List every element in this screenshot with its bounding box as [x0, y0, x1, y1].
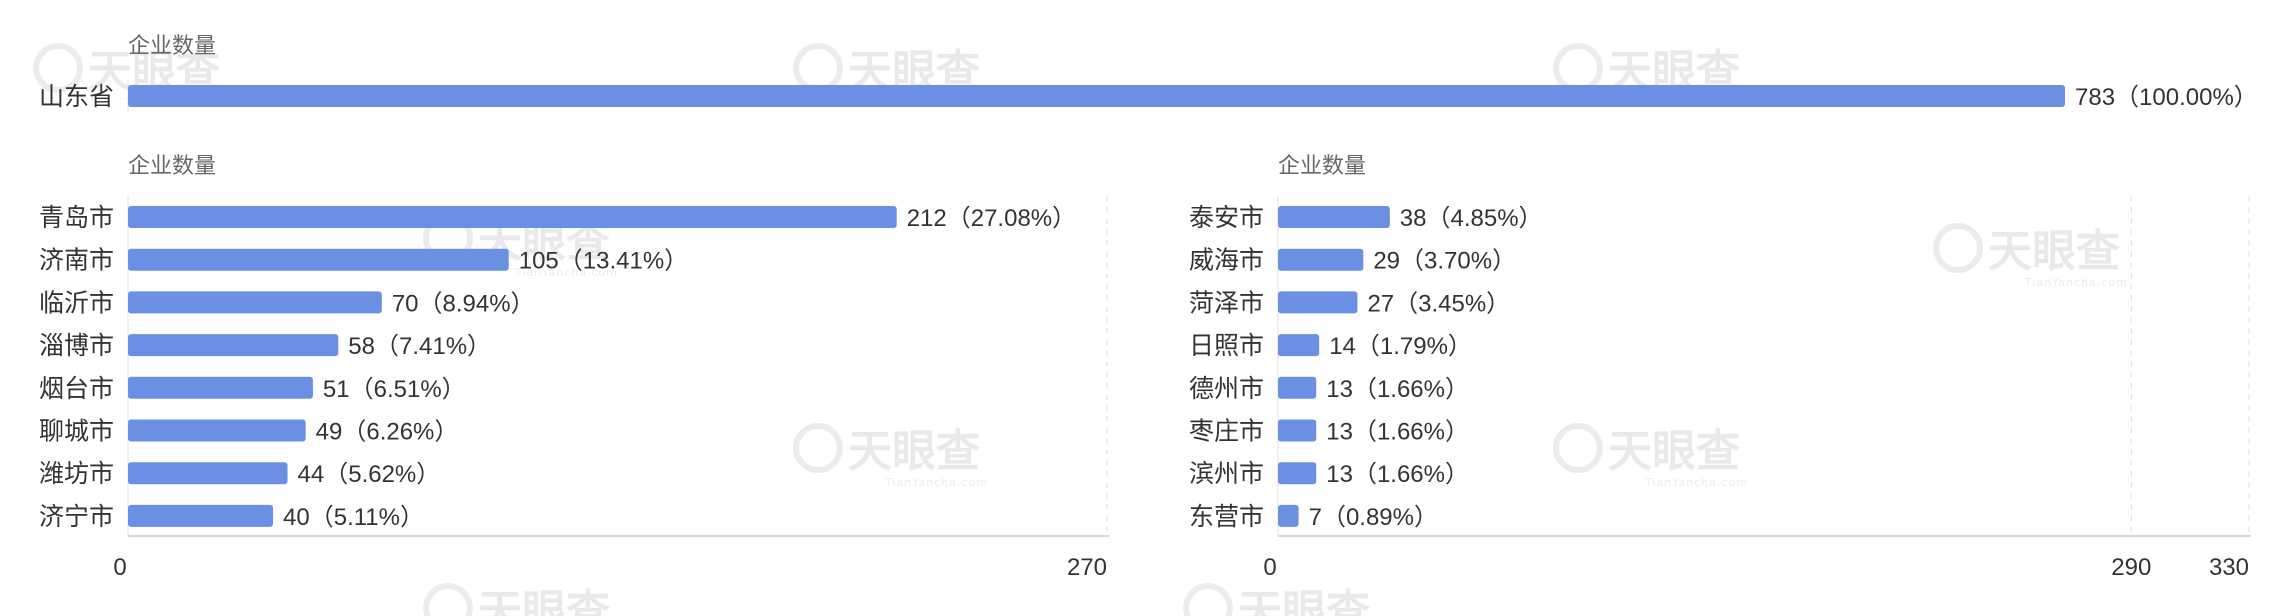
data-label: 40（5.11%）	[283, 504, 424, 531]
category-label: 枣庄市	[1189, 418, 1264, 446]
category-label: 日照市	[1189, 332, 1264, 360]
category-label: 潍坊市	[39, 460, 114, 488]
bar	[1278, 206, 1390, 228]
category-label: 泰安市	[1189, 204, 1264, 232]
bar	[128, 504, 274, 527]
category-label: 山东省	[39, 83, 114, 111]
data-label: 7（0.89%）	[1309, 504, 1438, 531]
category-label: 济宁市	[39, 503, 114, 531]
category-label: 东营市	[1189, 503, 1264, 531]
bar	[1278, 504, 1299, 527]
axis-title: 企业数量	[128, 153, 216, 178]
bar	[128, 462, 288, 485]
bar	[1278, 291, 1358, 314]
category-label: 滨州市	[1189, 460, 1264, 488]
axis-title: 企业数量	[1278, 153, 1366, 178]
data-label: 13（1.66%）	[1326, 376, 1469, 403]
category-label: 济南市	[39, 247, 114, 275]
data-label: 212（27.08%）	[907, 205, 1076, 232]
data-label: 51（6.51%）	[323, 376, 466, 403]
x-tick-label: 330	[2209, 554, 2249, 581]
bar	[128, 291, 382, 314]
bar	[1278, 376, 1317, 399]
data-label: 13（1.66%）	[1326, 419, 1469, 446]
bar	[1278, 334, 1320, 357]
category-label: 临沂市	[39, 289, 114, 317]
data-label: 58（7.41%）	[348, 333, 491, 360]
bar	[128, 376, 313, 399]
bar	[1278, 248, 1364, 271]
data-label: 27（3.45%）	[1367, 290, 1510, 317]
data-label: 105（13.41%）	[519, 248, 688, 275]
data-label: 49（6.26%）	[316, 419, 459, 446]
category-label: 烟台市	[39, 375, 114, 403]
category-label: 威海市	[1189, 247, 1264, 275]
category-label: 青岛市	[39, 204, 114, 232]
data-label: 44（5.62%）	[298, 461, 441, 488]
x-tick-label: 270	[1067, 554, 1107, 581]
bar	[128, 419, 306, 442]
data-label: 14（1.79%）	[1329, 333, 1472, 360]
bar	[128, 248, 509, 271]
category-label: 淄博市	[39, 332, 114, 360]
bar	[128, 334, 339, 357]
category-label: 菏泽市	[1189, 289, 1264, 317]
axis-title: 企业数量	[128, 33, 216, 58]
x-tick-label: 0	[1263, 554, 1276, 581]
data-label: 13（1.66%）	[1326, 461, 1469, 488]
data-label: 783（100.00%）	[2075, 84, 2258, 111]
data-label: 29（3.70%）	[1373, 248, 1516, 275]
category-label: 德州市	[1189, 375, 1264, 403]
bar	[128, 85, 2065, 107]
bar	[1278, 462, 1317, 485]
bar	[128, 206, 897, 228]
x-tick-label: 290	[2111, 554, 2151, 581]
data-label: 70（8.94%）	[392, 290, 535, 317]
category-label: 聊城市	[39, 418, 114, 446]
x-tick-label: 0	[113, 554, 126, 581]
data-label: 38（4.85%）	[1400, 205, 1543, 232]
bar	[1278, 419, 1317, 442]
